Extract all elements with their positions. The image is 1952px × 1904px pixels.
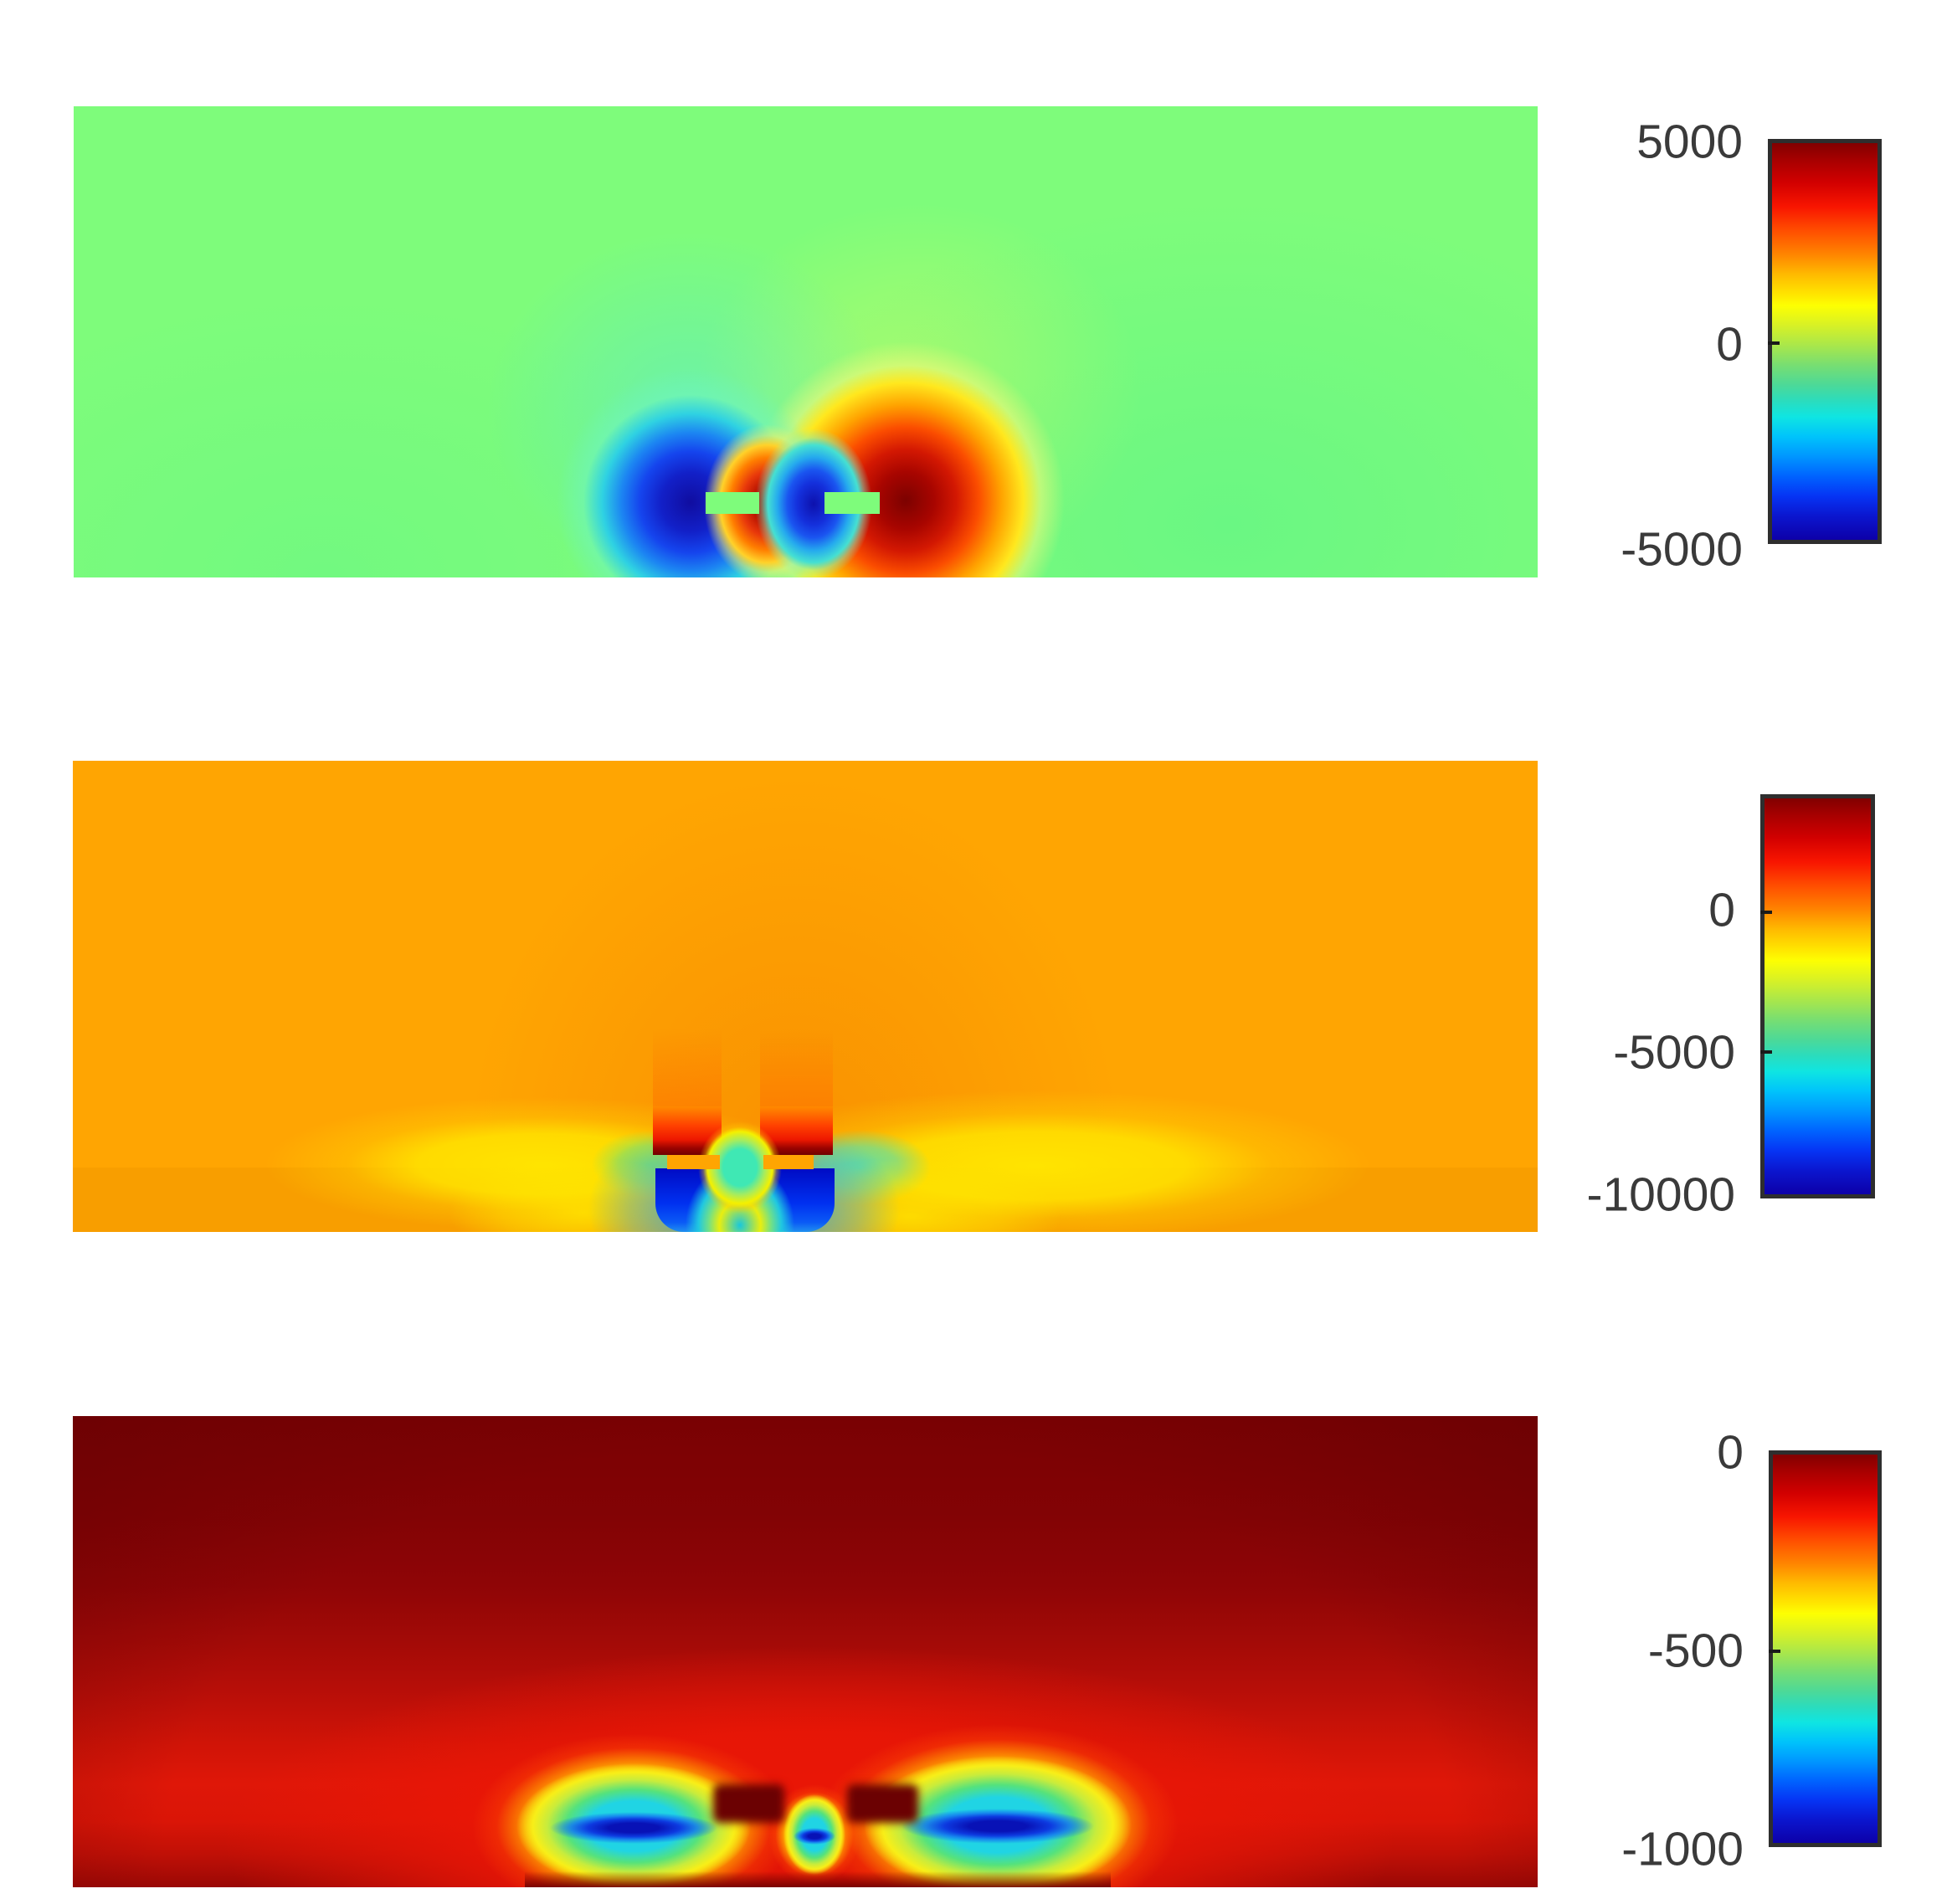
- heatmap-panel-top: [74, 106, 1538, 577]
- blue-core-streak-right: [902, 1809, 1094, 1844]
- notch-right: [763, 1155, 814, 1169]
- lens-halo-right: [801, 1716, 1194, 1887]
- colorbar-top-tick-min: -5000: [1621, 522, 1743, 577]
- tensile-block-left: [653, 1106, 722, 1155]
- lens-halo-center: [764, 1780, 865, 1887]
- compressive-mass-right: [761, 1168, 835, 1232]
- colorbar-tick: [1760, 1050, 1772, 1054]
- colorbar-bottom-tick-min: -1000: [1621, 1822, 1744, 1876]
- corner-vignette: [73, 1416, 1538, 1887]
- positive-stress-lobe-large: [747, 341, 1065, 577]
- colorbar-tick: [1769, 1650, 1780, 1654]
- field-background-tints: [73, 761, 1538, 1232]
- colorbar-bottom-tick-zero: 0: [1717, 1425, 1744, 1480]
- lens-halo-left: [458, 1726, 809, 1887]
- field-background-tints: [74, 106, 1538, 577]
- colorbar-middle: [1760, 794, 1875, 1198]
- colorbar-bottom-tick-mid: -500: [1647, 1624, 1744, 1678]
- central-subsurface-dome: [686, 1162, 794, 1232]
- colorbar-top-tick-zero: 0: [1716, 317, 1743, 372]
- field-base-gradient: [73, 1416, 1538, 1887]
- colorbar-top-tick-max: 5000: [1636, 115, 1743, 169]
- notch-right: [824, 492, 880, 514]
- negative-stress-lobe-small: [755, 429, 872, 577]
- yellow-wing-left: [265, 1097, 818, 1231]
- hot-pillar-left: [653, 1029, 722, 1112]
- tensile-block-right: [760, 1106, 833, 1155]
- colorbar-middle-tick-min: -10000: [1586, 1168, 1736, 1222]
- hot-pillar-right: [760, 1029, 833, 1112]
- lens-body-left: [516, 1763, 751, 1887]
- bottom-dark-band: [525, 1871, 1111, 1887]
- compressive-mass-left: [655, 1168, 726, 1232]
- yellow-flank-below-left: [449, 1158, 717, 1232]
- blue-glow-right: [699, 1129, 900, 1232]
- blue-core-streak-left: [550, 1812, 717, 1844]
- blue-core-streak-center: [794, 1828, 835, 1845]
- notch-left: [706, 492, 759, 514]
- colorbar-middle-tick-zero: 0: [1708, 883, 1735, 937]
- negative-stress-lobe-large: [557, 368, 824, 577]
- notch-shadow-left: [713, 1784, 784, 1823]
- lens-body-center: [783, 1794, 845, 1875]
- colorbar-bottom: [1769, 1450, 1882, 1847]
- green-tip-left: [592, 1131, 709, 1198]
- blue-glow-left: [588, 1129, 789, 1232]
- notch-shadow-right: [847, 1784, 918, 1823]
- colorbar-top: [1768, 139, 1882, 544]
- positive-stress-lobe-small: [704, 424, 830, 577]
- central-arch: [698, 1121, 782, 1214]
- bright-red-zone: [223, 1646, 1395, 1887]
- yellow-flank-below-right: [759, 1158, 1061, 1232]
- colorbar-middle-tick-mid: -5000: [1613, 1025, 1735, 1080]
- heatmap-panel-bottom: [73, 1416, 1538, 1887]
- subsurface-band: [73, 1168, 1538, 1232]
- lens-body-right: [864, 1756, 1132, 1887]
- colorbar-tick: [1768, 341, 1780, 346]
- notch-left: [667, 1155, 720, 1169]
- green-tip-right: [789, 1130, 931, 1205]
- colorbar-tick: [1760, 911, 1772, 915]
- heatmap-panel-middle: [73, 761, 1538, 1232]
- yellow-wing-right: [701, 1091, 1370, 1232]
